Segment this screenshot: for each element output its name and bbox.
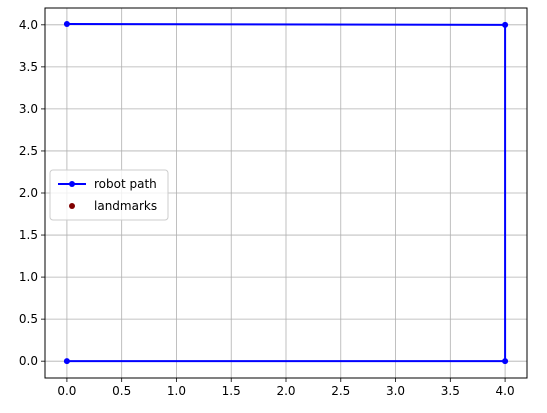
x-tick-label: 0.0	[57, 384, 76, 398]
robot-path-point	[502, 358, 508, 364]
x-tick-label: 3.0	[386, 384, 405, 398]
y-tick-label: 0.5	[19, 312, 38, 326]
y-tick-label: 0.0	[19, 354, 38, 368]
x-tick-label: 0.5	[112, 384, 131, 398]
y-tick-label: 4.0	[19, 18, 38, 32]
legend: robot path landmarks	[50, 170, 168, 220]
x-tick-label: 3.5	[441, 384, 460, 398]
legend-landmarks-label: landmarks	[94, 199, 157, 213]
y-tick-label: 3.5	[19, 60, 38, 74]
legend-landmarks-marker	[69, 203, 75, 209]
robot-path-point	[64, 358, 70, 364]
y-tick-label: 1.5	[19, 228, 38, 242]
robot-path-point	[64, 21, 70, 27]
x-tick-label: 1.5	[222, 384, 241, 398]
robot-path-point	[502, 22, 508, 28]
x-tick-label: 2.5	[331, 384, 350, 398]
x-tick-label: 2.0	[276, 384, 295, 398]
y-tick-label: 2.0	[19, 186, 38, 200]
y-tick-label: 3.0	[19, 102, 38, 116]
x-tick-label: 4.0	[496, 384, 515, 398]
legend-robot-path-marker	[69, 181, 75, 187]
legend-robot-path-label: robot path	[94, 177, 157, 191]
y-tick-label: 1.0	[19, 270, 38, 284]
y-tick-label: 2.5	[19, 144, 38, 158]
x-tick-label: 1.0	[167, 384, 186, 398]
